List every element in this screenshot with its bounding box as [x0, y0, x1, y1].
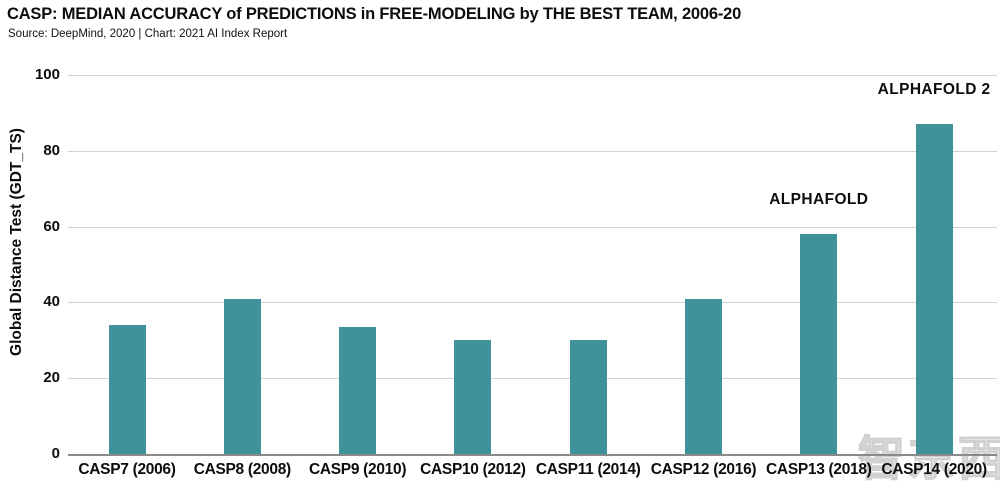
- bar-casp11: [569, 340, 607, 454]
- annotation-alphafold: ALPHAFOLD: [769, 191, 869, 209]
- annotation-alphafold-2: ALPHAFOLD 2: [877, 81, 991, 99]
- bar-casp12: [685, 298, 722, 454]
- gridline-y-20: [68, 378, 997, 380]
- bar-casp10: [454, 340, 492, 454]
- chart-title: CASP: MEDIAN ACCURACY of PREDICTIONS in …: [7, 5, 742, 23]
- x-tick-label-casp9: CASP9 (2010): [308, 461, 407, 478]
- bar-casp13: [800, 234, 838, 454]
- x-tick-label-casp12: CASP12 (2016): [650, 461, 757, 478]
- y-tick-label-20: 20: [43, 369, 60, 387]
- gridline-y-80: [68, 150, 997, 152]
- gridline-y-40: [68, 302, 997, 304]
- x-tick-label-casp7: CASP7 (2006): [78, 461, 176, 478]
- bar-casp14: [915, 124, 953, 454]
- bar-casp8: [223, 298, 261, 454]
- chart-subtitle: Source: DeepMind, 2020 | Chart: 2021 AI …: [8, 28, 288, 40]
- x-tick-label-casp8: CASP8 (2008): [193, 461, 292, 478]
- x-axis-baseline: [68, 454, 997, 456]
- x-tick-label-casp13: CASP13 (2018): [766, 461, 872, 478]
- y-tick-label-40: 40: [43, 293, 60, 311]
- y-tick-label-80: 80: [43, 141, 60, 159]
- y-tick-label-60: 60: [43, 217, 60, 235]
- bar-casp9: [339, 327, 377, 454]
- bar-casp7: [108, 325, 146, 454]
- x-tick-label-casp14: CASP14 (2020): [881, 461, 987, 478]
- gridline-y-60: [68, 226, 997, 228]
- y-tick-label-100: 100: [34, 66, 60, 83]
- gridline-y-100: [68, 75, 997, 76]
- y-tick-label-0: 0: [51, 445, 60, 462]
- x-tick-label-casp10: CASP10 (2012): [420, 461, 526, 478]
- x-tick-label-casp11: CASP11 (2014): [535, 461, 641, 478]
- y-axis-label: Global Distance Test (GDT_TS): [8, 128, 25, 356]
